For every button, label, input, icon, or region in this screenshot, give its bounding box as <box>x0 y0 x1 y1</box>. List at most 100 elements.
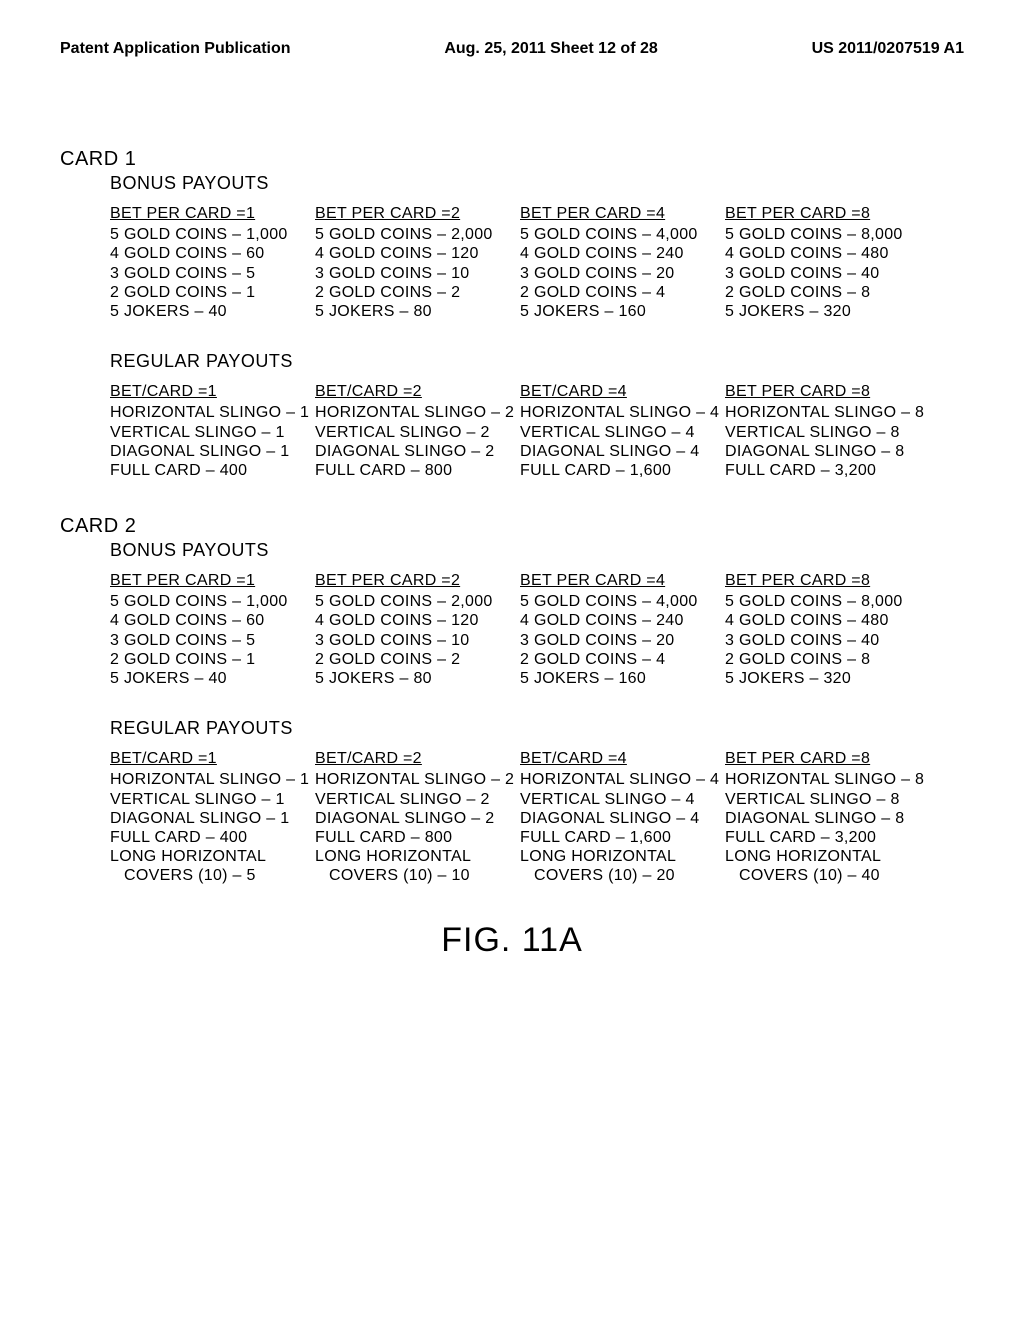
payout-column: BET/CARD =4HORIZONTAL SLINGO – 4VERTICAL… <box>520 749 705 885</box>
payout-row: 5 GOLD COINS – 2,000 <box>315 225 500 244</box>
payout-row: 5 JOKERS – 40 <box>110 669 295 688</box>
payout-grid: BET PER CARD =15 GOLD COINS – 1,0004 GOL… <box>110 571 964 688</box>
payout-row: FULL CARD – 800 <box>315 461 500 480</box>
payout-row: 3 GOLD COINS – 40 <box>725 631 910 650</box>
payout-column: BET PER CARD =8 HORIZONTAL SLINGO – 8VERT… <box>725 382 910 480</box>
payout-row: HORIZONTAL SLINGO – 4 <box>520 770 705 789</box>
header-left: Patent Application Publication <box>60 40 291 58</box>
payout-row: COVERS (10) – 40 <box>725 866 910 885</box>
card-label: CARD 1 <box>60 148 964 171</box>
page-header: Patent Application Publication Aug. 25, … <box>60 40 964 58</box>
payout-row: 2 GOLD COINS – 1 <box>110 283 295 302</box>
payout-row: HORIZONTAL SLINGO – 2 <box>315 403 500 422</box>
payout-row: DIAGONAL SLINGO – 2 <box>315 442 500 461</box>
payout-row: 4 GOLD COINS – 120 <box>315 611 500 630</box>
payout-row: 3 GOLD COINS – 10 <box>315 264 500 283</box>
column-header: BET PER CARD =8 <box>725 204 910 223</box>
payout-column: BET PER CARD =8 5 GOLD COINS – 8,0004 GOL… <box>725 571 910 688</box>
payout-row: FULL CARD – 3,200 <box>725 828 910 847</box>
payout-row: 3 GOLD COINS – 20 <box>520 264 705 283</box>
column-header: BET/CARD =2 <box>315 382 500 401</box>
card-block: CARD 2BONUS PAYOUTSBET PER CARD =15 GOLD… <box>60 515 964 885</box>
payout-column: BET/CARD =1HORIZONTAL SLINGO – 1VERTICAL… <box>110 749 295 885</box>
column-header: BET PER CARD =1 <box>110 571 295 590</box>
payout-row: 4 GOLD COINS – 240 <box>520 244 705 263</box>
header-center: Aug. 25, 2011 Sheet 12 of 28 <box>444 40 657 58</box>
payout-row: DIAGONAL SLINGO – 4 <box>520 809 705 828</box>
payout-row: HORIZONTAL SLINGO – 8 <box>725 770 910 789</box>
payout-column: BET PER CARD =45 GOLD COINS – 4,0004 GOL… <box>520 204 705 321</box>
payout-column: BET PER CARD =1 5 GOLD COINS – 1,0004 GOL… <box>110 571 295 688</box>
payout-row: FULL CARD – 1,600 <box>520 828 705 847</box>
payout-row: 4 GOLD COINS – 60 <box>110 611 295 630</box>
payout-row: 3 GOLD COINS – 5 <box>110 264 295 283</box>
payout-row: 4 GOLD COINS – 240 <box>520 611 705 630</box>
payout-row: 2 GOLD COINS – 8 <box>725 650 910 669</box>
payout-column: BET/CARD =2HORIZONTAL SLINGO – 2VERTICAL… <box>315 749 500 885</box>
payout-row: DIAGONAL SLINGO – 4 <box>520 442 705 461</box>
payout-column: BET PER CARD =25 GOLD COINS – 2,0004 GOL… <box>315 571 500 688</box>
payout-row: 3 GOLD COINS – 5 <box>110 631 295 650</box>
payout-row: 4 GOLD COINS – 120 <box>315 244 500 263</box>
payout-row: 5 GOLD COINS – 4,000 <box>520 225 705 244</box>
payout-row: 2 GOLD COINS – 1 <box>110 650 295 669</box>
payout-row: 5 JOKERS – 40 <box>110 302 295 321</box>
payout-row: 5 JOKERS – 80 <box>315 669 500 688</box>
payout-row: 5 GOLD COINS – 8,000 <box>725 225 910 244</box>
payout-row: 3 GOLD COINS – 10 <box>315 631 500 650</box>
column-header: BET/CARD =1 <box>110 749 295 768</box>
payout-row: HORIZONTAL SLINGO – 4 <box>520 403 705 422</box>
payout-column: BET PER CARD =8 HORIZONTAL SLINGO – 8VERT… <box>725 749 910 885</box>
payout-row: 5 JOKERS – 160 <box>520 669 705 688</box>
payout-row: 2 GOLD COINS – 4 <box>520 283 705 302</box>
column-header: BET PER CARD =2 <box>315 571 500 590</box>
payout-row: LONG HORIZONTAL <box>315 847 500 866</box>
payout-row: 2 GOLD COINS – 4 <box>520 650 705 669</box>
column-header: BET/CARD =4 <box>520 382 705 401</box>
payout-row: 3 GOLD COINS – 20 <box>520 631 705 650</box>
cards-container: CARD 1BONUS PAYOUTS BET PER CARD =1 5 GOLD… <box>60 148 964 886</box>
card-label: CARD 2 <box>60 515 964 538</box>
payout-row: COVERS (10) – 20 <box>520 866 705 885</box>
payout-row: 4 GOLD COINS – 480 <box>725 611 910 630</box>
payout-row: DIAGONAL SLINGO – 8 <box>725 442 910 461</box>
column-header: BET PER CARD =8 <box>725 382 910 401</box>
column-header: BET PER CARD =2 <box>315 204 500 223</box>
payout-column: BET/CARD =1HORIZONTAL SLINGO – 1VERTICAL… <box>110 382 295 480</box>
section-title: BONUS PAYOUTS <box>110 173 964 194</box>
payout-row: DIAGONAL SLINGO – 1 <box>110 809 295 828</box>
payout-grid: BET PER CARD =15 GOLD COINS – 1,0004 GOL… <box>110 204 964 321</box>
payout-row: FULL CARD – 400 <box>110 828 295 847</box>
payout-row: FULL CARD – 1,600 <box>520 461 705 480</box>
payout-row: 5 JOKERS – 320 <box>725 302 910 321</box>
column-header: BET PER CARD =8 <box>725 571 910 590</box>
payout-row: 4 GOLD COINS – 480 <box>725 244 910 263</box>
figure-label: FIG. 11A <box>60 921 964 960</box>
payout-row: VERTICAL SLINGO – 8 <box>725 790 910 809</box>
payout-row: VERTICAL SLINGO – 4 <box>520 790 705 809</box>
page: Patent Application Publication Aug. 25, … <box>0 0 1024 1000</box>
payout-row: 4 GOLD COINS – 60 <box>110 244 295 263</box>
payout-row: 5 JOKERS – 160 <box>520 302 705 321</box>
payout-row: HORIZONTAL SLINGO – 1 <box>110 770 295 789</box>
payout-row: LONG HORIZONTAL <box>520 847 705 866</box>
payout-row: DIAGONAL SLINGO – 2 <box>315 809 500 828</box>
payout-row: HORIZONTAL SLINGO – 8 <box>725 403 910 422</box>
payout-row: VERTICAL SLINGO – 2 <box>315 423 500 442</box>
column-header: BET PER CARD =1 <box>110 204 295 223</box>
card-block: CARD 1BONUS PAYOUTS BET PER CARD =1 5 GOLD… <box>60 148 964 480</box>
payout-row: COVERS (10) – 10 <box>315 866 500 885</box>
payout-column: BET PER CARD =45 GOLD COINS – 4,0004 GOL… <box>520 571 705 688</box>
payout-column: BET PER CARD =2 5 GOLD COINS – 2,0004 GOL… <box>315 204 500 321</box>
payout-column: BET/CARD =4HORIZONTAL SLINGO – 4VERTICAL… <box>520 382 705 480</box>
header-right: US 2011/0207519 A1 <box>812 40 964 58</box>
payout-row: 5 GOLD COINS – 1,000 <box>110 592 295 611</box>
payout-row: VERTICAL SLINGO – 8 <box>725 423 910 442</box>
payout-row: 5 GOLD COINS – 8,000 <box>725 592 910 611</box>
column-header: BET PER CARD =4 <box>520 571 705 590</box>
payout-row: 2 GOLD COINS – 8 <box>725 283 910 302</box>
payout-row: 2 GOLD COINS – 2 <box>315 650 500 669</box>
payout-row: 5 GOLD COINS – 1,000 <box>110 225 295 244</box>
payout-row: FULL CARD – 3,200 <box>725 461 910 480</box>
column-header: BET PER CARD =8 <box>725 749 910 768</box>
